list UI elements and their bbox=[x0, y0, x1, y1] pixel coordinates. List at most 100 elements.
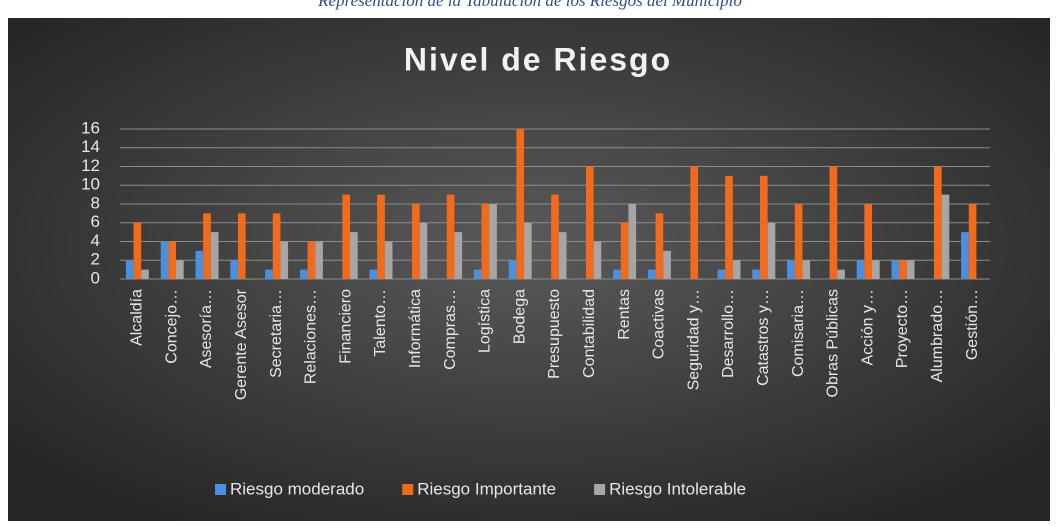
bar bbox=[524, 222, 532, 279]
bar bbox=[404, 279, 412, 280]
bar bbox=[237, 213, 246, 279]
bar bbox=[906, 260, 915, 279]
bar bbox=[176, 260, 184, 279]
bar bbox=[759, 175, 768, 279]
x-tick-label: Bodega bbox=[511, 289, 528, 344]
bar bbox=[210, 232, 219, 279]
bar bbox=[933, 166, 942, 279]
x-tick-label: Presupuesto bbox=[546, 289, 563, 379]
x-tick-label: Gestión… bbox=[964, 289, 981, 360]
bar bbox=[864, 204, 873, 279]
bar bbox=[508, 260, 517, 279]
bar bbox=[307, 241, 316, 279]
x-tick-label: Secretaria… bbox=[268, 289, 285, 378]
y-tick-label: 8 bbox=[91, 193, 100, 212]
bar bbox=[926, 279, 934, 280]
bar bbox=[299, 269, 308, 279]
bar bbox=[481, 204, 490, 279]
bar bbox=[698, 279, 706, 280]
bar bbox=[647, 269, 656, 279]
x-tick-label: Coactivas bbox=[651, 289, 668, 359]
x-tick-label: Financiero bbox=[337, 289, 354, 364]
bar bbox=[272, 213, 281, 279]
x-tick-label: Concejo… bbox=[163, 289, 180, 364]
y-tick-label: 16 bbox=[81, 118, 100, 137]
bar bbox=[752, 269, 760, 279]
bar bbox=[593, 241, 602, 279]
y-tick-label: 2 bbox=[91, 250, 100, 269]
x-tick-label: Talento… bbox=[372, 289, 389, 357]
bar bbox=[439, 279, 447, 280]
bar bbox=[489, 204, 497, 279]
x-tick-label: Alcaldía bbox=[129, 289, 146, 346]
bar bbox=[899, 260, 907, 279]
x-tick-label: Relaciones… bbox=[303, 289, 320, 384]
x-tick-label: Rentas bbox=[616, 289, 633, 340]
bar bbox=[551, 194, 559, 279]
bar bbox=[230, 260, 238, 279]
bar bbox=[961, 232, 969, 279]
bar bbox=[578, 279, 586, 280]
bar bbox=[767, 222, 776, 279]
legend-label: Riesgo Intolerable bbox=[609, 479, 746, 498]
bar bbox=[558, 232, 567, 279]
y-tick-label: 10 bbox=[81, 175, 100, 194]
bar bbox=[802, 260, 811, 279]
bar bbox=[794, 204, 803, 279]
bar bbox=[203, 213, 211, 279]
x-tick-label: Acción y… bbox=[859, 289, 876, 365]
bar bbox=[620, 222, 629, 279]
x-tick-label: Proyecto… bbox=[894, 289, 911, 368]
bar bbox=[473, 269, 482, 279]
x-tick-label: Gerente Asesor bbox=[233, 288, 250, 400]
bar bbox=[976, 279, 985, 280]
bar bbox=[334, 279, 343, 280]
bar bbox=[419, 222, 428, 279]
x-tick-label: Contabilidad bbox=[581, 289, 598, 378]
bar bbox=[411, 204, 420, 279]
y-tick-label: 0 bbox=[91, 268, 100, 287]
bar bbox=[787, 260, 795, 279]
y-tick-label: 6 bbox=[91, 212, 100, 231]
x-tick-label: Comisaria… bbox=[790, 289, 807, 377]
bar bbox=[821, 279, 830, 280]
bar bbox=[369, 269, 378, 279]
bar bbox=[690, 166, 699, 279]
x-tick-label: Logística bbox=[477, 289, 494, 353]
bar bbox=[872, 260, 880, 279]
legend-swatch bbox=[402, 484, 414, 495]
bar bbox=[732, 260, 741, 279]
bar bbox=[663, 250, 671, 279]
legend-label: Riesgo moderado bbox=[230, 479, 364, 498]
bar bbox=[446, 194, 455, 279]
bar bbox=[585, 166, 594, 279]
bar bbox=[454, 232, 463, 279]
x-tick-label: Compras… bbox=[442, 289, 459, 370]
bar bbox=[315, 241, 323, 279]
bar bbox=[141, 269, 149, 279]
bar bbox=[350, 232, 358, 279]
bar bbox=[133, 222, 142, 279]
bar bbox=[941, 194, 950, 279]
y-tick-label: 4 bbox=[91, 231, 100, 250]
legend-label: Riesgo Importante bbox=[417, 479, 556, 498]
bar bbox=[280, 241, 289, 279]
bar bbox=[377, 194, 385, 279]
bar bbox=[195, 250, 204, 279]
bar bbox=[245, 279, 254, 280]
x-tick-label: Alumbrado… bbox=[929, 289, 946, 382]
y-tick-label: 14 bbox=[81, 137, 100, 156]
bar bbox=[891, 260, 900, 279]
bar bbox=[168, 241, 177, 279]
legend-swatch bbox=[594, 484, 606, 495]
bar bbox=[829, 166, 838, 279]
bar bbox=[837, 269, 845, 279]
bar bbox=[265, 269, 273, 279]
bar bbox=[516, 129, 525, 279]
x-tick-label: Seguridad y… bbox=[685, 289, 702, 390]
caption: Representación de la Tabulación de los R… bbox=[317, 0, 742, 10]
bar bbox=[968, 204, 977, 279]
bar bbox=[717, 269, 726, 279]
bar bbox=[856, 260, 865, 279]
